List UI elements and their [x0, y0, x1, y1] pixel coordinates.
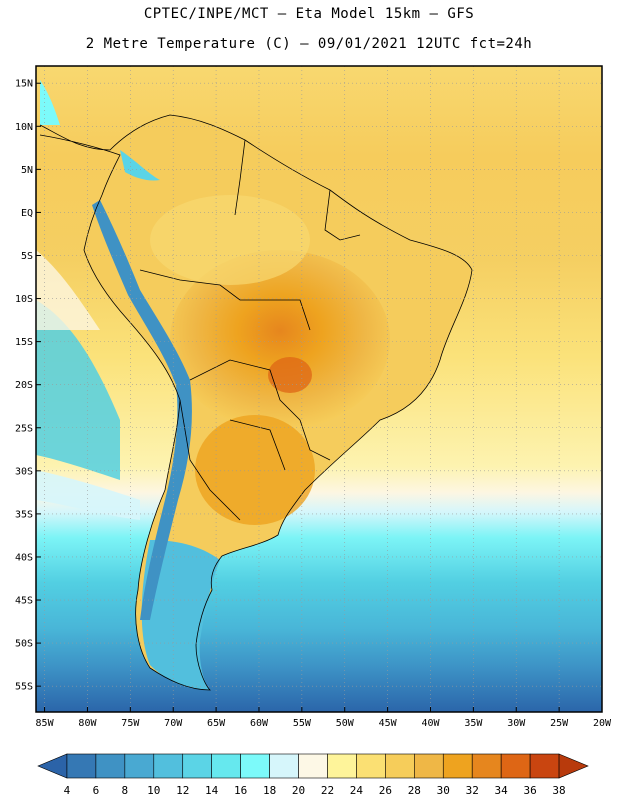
longitude-labels: 85W 80W 75W 70W 65W 60W 55W 50W 45W 40W 35W 30W 25W 2… [36, 707, 612, 729]
lat-label: 55S [15, 682, 33, 693]
colorbar-swatch [240, 753, 270, 779]
colorbar-swatch [385, 753, 415, 779]
colorbar-swatch [529, 753, 560, 779]
hot-interior [170, 250, 390, 430]
colorbar-label: 26 [379, 784, 392, 797]
colorbar: 4 6 8 10 12 14 16 18 20 22 24 26 28 30 32 34 36 38 [37, 753, 589, 797]
colorbar-swatch [327, 753, 357, 779]
colorbar-label: 24 [350, 784, 364, 797]
lat-label: 5N [21, 165, 33, 176]
colorbar-swatch [124, 753, 155, 779]
colorbar-label: 8 [122, 784, 129, 797]
patagonia-cool [141, 540, 220, 690]
andes-cold [92, 200, 192, 620]
central-america-highlands [40, 80, 60, 125]
lon-label: 85W [36, 718, 55, 729]
map-fill [36, 66, 602, 712]
map-subtitle: 2 Metre Temperature (C) – 09/01/2021 12U… [85, 36, 533, 52]
hot-southern [195, 415, 315, 525]
lat-label: 30S [15, 466, 33, 477]
latitude-labels: 15N 10N 5N EQ 5S 10S 15S 20S 25S 30S 35S 40S 45S 50S 5… [15, 79, 41, 693]
colorbar-swatch [153, 753, 184, 779]
lon-label: 60W [250, 718, 269, 729]
colorbar-label: 38 [552, 784, 565, 797]
lat-label: 35S [15, 509, 33, 520]
lat-label: 45S [15, 596, 33, 607]
pacific-pale-band [36, 470, 140, 520]
colorbar-swatch [66, 753, 97, 779]
lat-label: EQ [21, 208, 33, 219]
colorbar-swatch [356, 753, 386, 779]
lon-label: 30W [507, 718, 526, 729]
colorbar-label: 32 [466, 784, 479, 797]
lon-label: 35W [464, 718, 483, 729]
colorbar-label: 6 [93, 784, 100, 797]
lon-label: 65W [207, 718, 226, 729]
colorbar-label: 4 [64, 784, 71, 797]
country-borders [39, 114, 473, 691]
lon-label: 55W [293, 718, 312, 729]
colorbar-swatch [500, 753, 531, 779]
colorbar-swatch [558, 753, 589, 779]
lat-label: 50S [15, 639, 33, 650]
colorbar-swatch [471, 753, 502, 779]
colorbar-swatch [182, 753, 212, 779]
colorbar-swatch [442, 753, 473, 779]
colorbar-label: 34 [495, 784, 509, 797]
lat-label: 5S [21, 251, 33, 262]
colorbar-label: 16 [234, 784, 247, 797]
lon-label: 20W [593, 718, 612, 729]
lat-label: 15N [15, 79, 33, 90]
colorbar-label: 12 [176, 784, 189, 797]
colorbar-label: 36 [523, 784, 536, 797]
pacific-cool-band [36, 300, 120, 480]
lon-label: 80W [78, 718, 97, 729]
colorbar-swatch [211, 753, 241, 779]
lat-label: 15S [15, 337, 33, 348]
colorbar-label: 22 [321, 784, 334, 797]
lat-label: 40S [15, 552, 33, 563]
lat-label: 10S [15, 294, 33, 305]
colorbar-label: 10 [147, 784, 160, 797]
map-title: CPTEC/INPE/MCT – Eta Model 15km – GFS [143, 6, 475, 22]
colorbar-swatch [298, 753, 328, 779]
colorbar-label: 30 [437, 784, 450, 797]
colorbar-swatch [95, 753, 126, 779]
colorbar-swatch [269, 753, 299, 779]
lon-label: 45W [379, 718, 398, 729]
colorbar-swatch [414, 753, 444, 779]
lon-label: 50W [336, 718, 355, 729]
lon-label: 75W [121, 718, 140, 729]
colombia-highlands [120, 150, 160, 181]
pacific-mild-band [36, 250, 100, 330]
lon-label: 40W [421, 718, 440, 729]
colorbar-label: 28 [408, 784, 421, 797]
lat-label: 20S [15, 380, 33, 391]
colorbar-swatch [37, 753, 68, 779]
colorbar-label: 18 [263, 784, 276, 797]
map-border [35, 65, 603, 713]
lon-label: 25W [550, 718, 569, 729]
colorbar-label: 20 [292, 784, 305, 797]
lat-label: 25S [15, 423, 33, 434]
lat-label: 10N [15, 122, 33, 133]
amazon-zone [150, 195, 310, 285]
lon-label: 70W [164, 718, 183, 729]
colorbar-label: 14 [205, 784, 219, 797]
hottest-core [268, 357, 312, 393]
